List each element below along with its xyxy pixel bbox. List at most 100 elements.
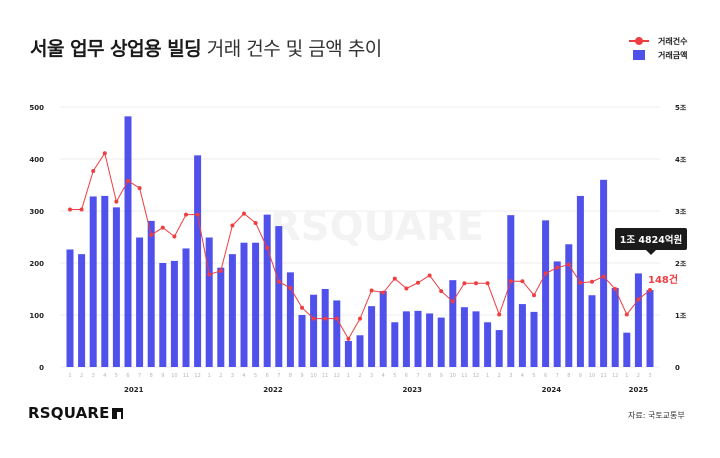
amount-bar[interactable] [356, 335, 364, 367]
amount-bar[interactable] [611, 287, 619, 367]
count-point[interactable] [427, 273, 432, 278]
amount-bar[interactable] [484, 322, 492, 367]
count-point[interactable] [126, 178, 130, 183]
count-point[interactable] [532, 293, 536, 298]
count-point[interactable] [160, 225, 165, 230]
count-point[interactable] [474, 281, 478, 286]
count-point[interactable] [578, 280, 583, 285]
count-point[interactable] [648, 288, 652, 293]
amount-bar[interactable] [530, 311, 538, 367]
count-point[interactable] [79, 207, 84, 212]
count-point[interactable] [172, 234, 177, 239]
count-point[interactable] [114, 199, 119, 204]
legend-item-count[interactable]: 거래건수 [628, 34, 687, 48]
amount-bar[interactable] [112, 207, 120, 367]
amount-bar[interactable] [228, 254, 236, 367]
amount-bar[interactable] [588, 295, 596, 367]
amount-bar[interactable] [565, 244, 573, 367]
amount-bar[interactable] [449, 280, 457, 367]
count-point[interactable] [323, 316, 328, 321]
count-point[interactable] [404, 286, 409, 291]
amount-bar[interactable] [78, 254, 86, 367]
count-point[interactable] [381, 290, 386, 295]
amount-bar[interactable] [507, 215, 515, 367]
count-point[interactable] [218, 268, 223, 273]
count-point[interactable] [636, 297, 641, 302]
amount-bar[interactable] [344, 341, 352, 367]
count-point[interactable] [207, 272, 212, 277]
amount-bar[interactable] [298, 315, 306, 367]
count-point[interactable] [497, 312, 502, 317]
count-point[interactable] [392, 276, 397, 281]
count-point[interactable] [184, 212, 188, 217]
count-point[interactable] [613, 287, 618, 291]
count-point[interactable] [520, 279, 525, 284]
amount-bar[interactable] [89, 196, 97, 367]
count-point[interactable] [439, 289, 444, 294]
count-point[interactable] [195, 212, 200, 217]
count-point[interactable] [265, 245, 270, 250]
amount-bar[interactable] [333, 300, 341, 367]
count-point[interactable] [68, 207, 72, 212]
amount-bar[interactable] [124, 116, 132, 367]
amount-bar[interactable] [426, 313, 434, 367]
amount-bar[interactable] [136, 237, 144, 367]
count-point[interactable] [137, 186, 142, 191]
amount-bar[interactable] [623, 332, 631, 367]
amount-bar[interactable] [159, 263, 167, 367]
amount-bar[interactable] [518, 304, 526, 367]
count-point[interactable] [230, 223, 235, 228]
amount-bar[interactable] [101, 195, 109, 367]
amount-bar[interactable] [472, 311, 480, 367]
amount-bar[interactable] [252, 242, 260, 367]
amount-bar[interactable] [402, 311, 410, 367]
count-point[interactable] [300, 305, 304, 310]
count-point[interactable] [346, 336, 351, 341]
count-point[interactable] [485, 281, 490, 286]
amount-bar[interactable] [553, 261, 561, 367]
amount-bar[interactable] [646, 290, 654, 367]
amount-bar[interactable] [542, 220, 550, 367]
amount-bar[interactable] [321, 289, 329, 367]
count-point[interactable] [566, 262, 571, 267]
count-point[interactable] [555, 265, 560, 270]
amount-bar[interactable] [263, 214, 271, 367]
count-point[interactable] [358, 316, 362, 321]
count-point[interactable] [91, 168, 96, 173]
count-point[interactable] [601, 274, 606, 279]
count-point[interactable] [624, 312, 629, 317]
count-point[interactable] [369, 288, 374, 293]
count-point[interactable] [590, 279, 594, 284]
count-point[interactable] [288, 285, 293, 290]
count-point[interactable] [149, 232, 154, 237]
amount-bar[interactable] [634, 273, 642, 367]
count-point[interactable] [508, 279, 513, 284]
amount-bar[interactable] [414, 310, 422, 367]
count-point[interactable] [253, 220, 258, 225]
amount-bar[interactable] [460, 307, 468, 367]
count-point[interactable] [276, 279, 281, 284]
amount-bar[interactable] [205, 237, 213, 367]
count-point[interactable] [311, 316, 316, 321]
count-point[interactable] [334, 316, 339, 321]
legend-item-amount[interactable]: 거래금액 [628, 48, 687, 62]
count-point[interactable] [242, 211, 246, 216]
amount-bar[interactable] [495, 330, 503, 367]
amount-bar[interactable] [217, 267, 225, 367]
count-point[interactable] [462, 281, 467, 286]
amount-bar[interactable] [437, 317, 445, 367]
amount-bar[interactable] [66, 249, 74, 367]
amount-bar[interactable] [275, 226, 283, 367]
count-point[interactable] [102, 151, 107, 156]
count-point[interactable] [543, 271, 548, 276]
amount-bar[interactable] [194, 155, 202, 367]
amount-bar[interactable] [310, 294, 318, 367]
amount-bar[interactable] [286, 272, 294, 367]
count-point[interactable] [416, 280, 420, 285]
count-point[interactable] [450, 299, 455, 304]
amount-bar[interactable] [170, 260, 178, 367]
amount-bar[interactable] [379, 291, 387, 367]
amount-bar[interactable] [240, 242, 248, 367]
amount-bar[interactable] [391, 322, 399, 367]
amount-bar[interactable] [147, 220, 155, 367]
